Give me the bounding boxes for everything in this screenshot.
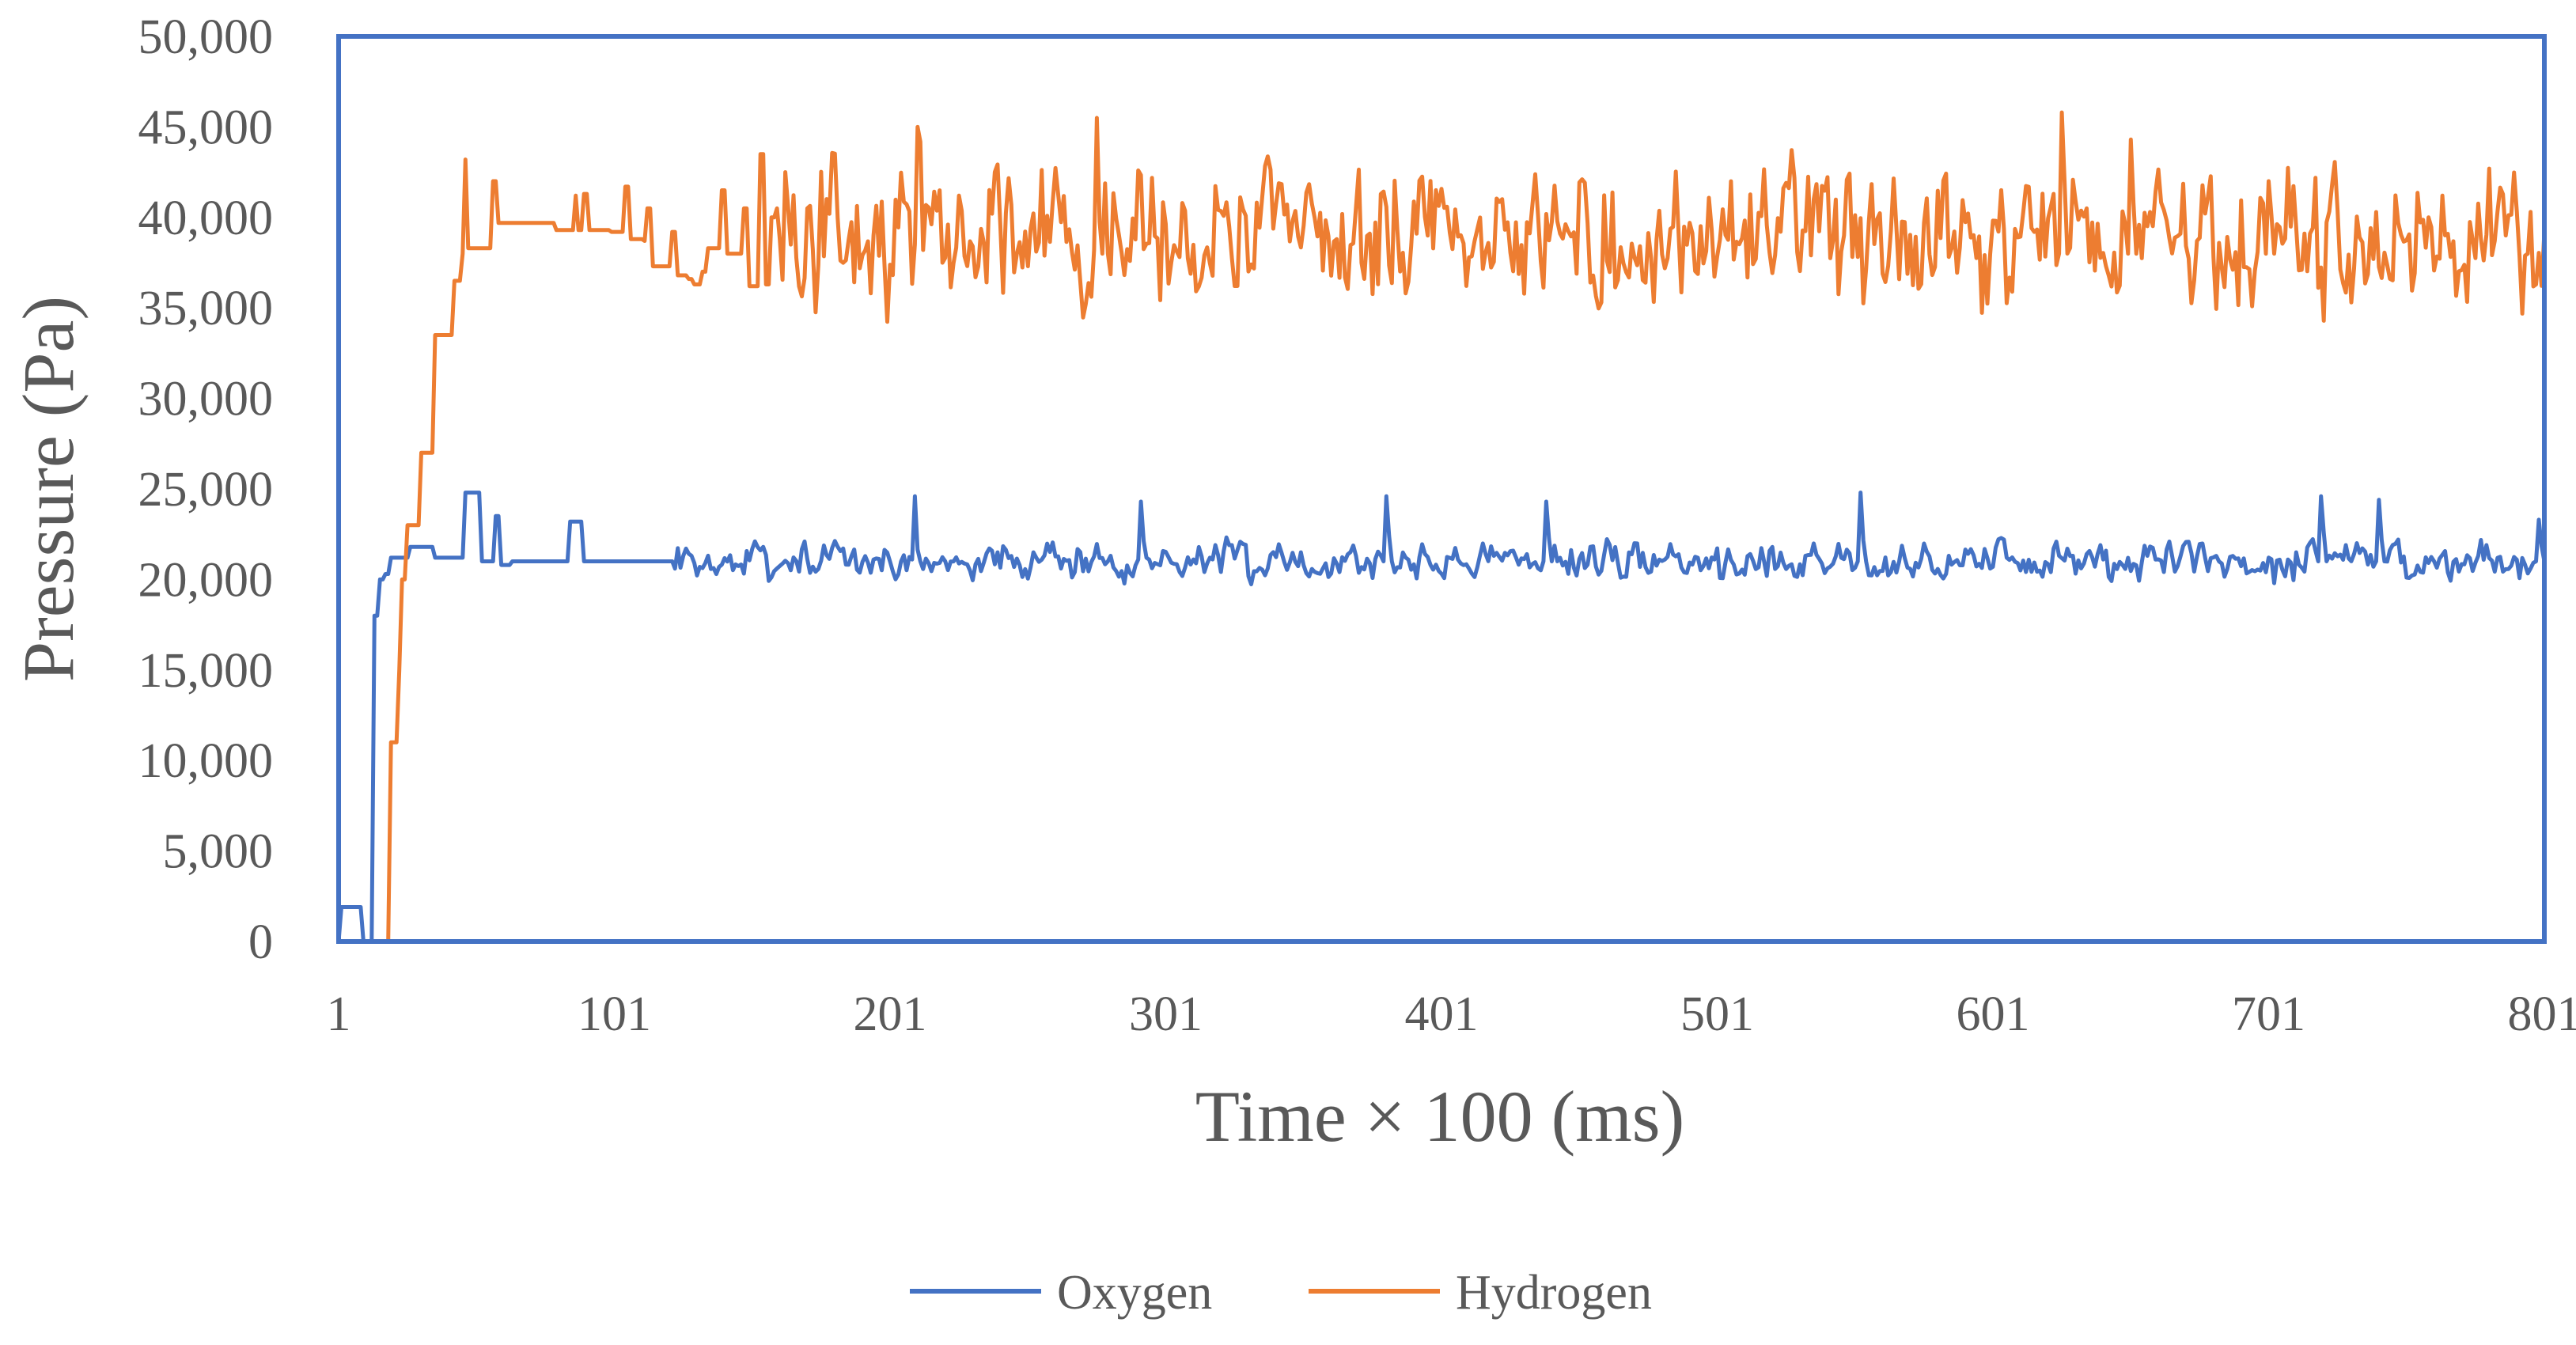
x-tick-label: 601 (1957, 987, 2030, 1041)
legend-label-hydrogen: Hydrogen (1456, 1266, 1652, 1320)
y-tick-label: 50,000 (138, 10, 274, 64)
x-tick-label: 801 (2508, 987, 2576, 1041)
x-tick-label: 501 (1680, 987, 1754, 1041)
y-tick-label: 10,000 (138, 734, 274, 788)
y-tick-label: 40,000 (138, 191, 274, 245)
y-tick-label: 35,000 (138, 282, 274, 335)
legend-label-oxygen: Oxygen (1057, 1266, 1212, 1320)
x-tick-label: 1 (327, 987, 351, 1041)
x-tick-label: 101 (578, 987, 651, 1041)
x-tick-label: 301 (1129, 987, 1203, 1041)
x-axis-title: Time × 100 (ms) (1195, 1076, 1684, 1157)
y-tick-label: 15,000 (138, 644, 274, 698)
series-line-hydrogen (339, 110, 2547, 944)
legend-item-oxygen: Oxygen (910, 1266, 1212, 1320)
y-tick-label: 0 (248, 915, 273, 969)
y-tick-label: 45,000 (138, 100, 274, 154)
series-line-oxygen (336, 491, 2547, 944)
x-axis-tick-labels: 1 101 201 301 401 501 601 701 801 (327, 987, 2576, 1041)
legend-item-hydrogen: Hydrogen (1309, 1266, 1652, 1320)
x-tick-label: 201 (854, 987, 927, 1041)
legend: Oxygen Hydrogen (910, 1266, 1652, 1320)
y-tick-label: 20,000 (138, 553, 274, 607)
x-tick-label: 401 (1405, 987, 1479, 1041)
series-lines (336, 110, 2547, 944)
y-axis-tick-labels: 0 5,000 10,000 15,000 20,000 25,000 30,000 35,0… (138, 10, 274, 969)
y-tick-label: 30,000 (138, 373, 274, 426)
y-tick-label: 25,000 (138, 463, 274, 517)
x-tick-label: 701 (2232, 987, 2305, 1041)
y-axis-title: Pressure (Pa) (8, 296, 89, 682)
y-tick-label: 5,000 (163, 825, 274, 879)
plot-frame (336, 34, 2547, 944)
